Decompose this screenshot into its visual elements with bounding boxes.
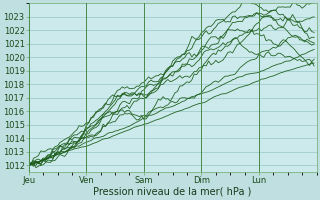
X-axis label: Pression niveau de la mer( hPa ): Pression niveau de la mer( hPa ) — [93, 187, 252, 197]
